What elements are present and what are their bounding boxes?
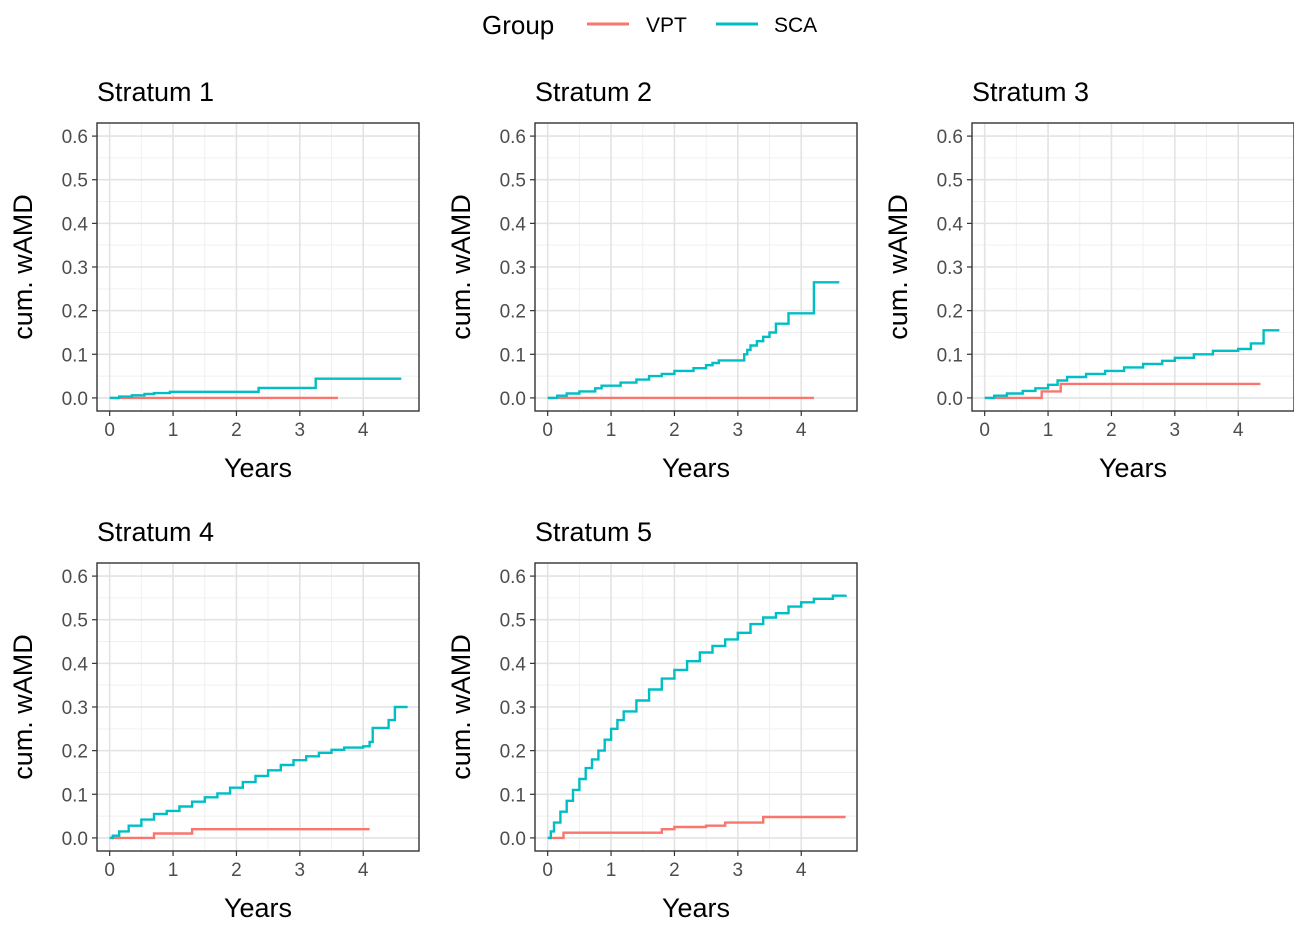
panel-title: Stratum 3: [972, 77, 1089, 107]
x-tick-label: 1: [606, 420, 617, 441]
y-tick-label: 0.4: [62, 654, 89, 675]
y-tick-label: 0.3: [500, 258, 526, 279]
y-axis-title: cum. wAMD: [446, 194, 476, 340]
x-tick-label: 2: [669, 420, 680, 441]
x-tick-label: 3: [733, 860, 744, 881]
x-tick-label: 0: [542, 860, 553, 881]
y-tick-label: 0.3: [500, 698, 526, 719]
y-tick-label: 0.6: [500, 127, 526, 148]
x-tick-label: 3: [1170, 420, 1181, 441]
y-tick-label: 0.5: [500, 171, 526, 192]
series-line-vpt: [109, 828, 370, 840]
panel-stratum-1: Stratum 1 0 1 2 3 4 0.0 0.1 0.2 0.3 0.4 0.5 0.6 Years…: [8, 77, 420, 483]
y-tick-label: 0.0: [500, 829, 526, 850]
panel-title: Stratum 2: [535, 77, 652, 107]
x-axis-title: Years: [224, 893, 292, 923]
panel-stratum-3: Stratum 3 0 1 2 3 4 0.0 0.1 0.2 0.3 0.4 0.5 0.6 Years…: [883, 77, 1294, 483]
series-line-vpt: [547, 815, 846, 840]
x-tick-label: 1: [606, 860, 617, 881]
x-tick-label: 0: [542, 420, 553, 441]
panel-title: Stratum 1: [97, 77, 214, 107]
y-tick-label: 0.4: [500, 214, 527, 235]
y-tick-label: 0.1: [62, 345, 88, 366]
legend-label-sca: SCA: [774, 14, 817, 37]
y-tick-label: 0.5: [937, 171, 963, 192]
y-tick-label: 0.3: [937, 258, 963, 279]
panel-stratum-4: Stratum 4 0 1 2 3 4 0.0 0.1 0.2 0.3 0.4 0.5 0.6 Years…: [8, 517, 420, 923]
series-line-sca: [109, 377, 402, 400]
panel-stratum-5: Stratum 5 0 1 2 3 4 0.0 0.1 0.2 0.3 0.4 0.5 0.6 Years…: [446, 517, 858, 923]
x-tick-label: 2: [231, 420, 242, 441]
x-tick-label: 1: [168, 860, 179, 881]
x-tick-label: 2: [1106, 420, 1117, 441]
y-tick-label: 0.0: [937, 389, 963, 410]
x-tick-label: 0: [979, 420, 990, 441]
y-tick-label: 0.0: [500, 389, 526, 410]
x-tick-label: 4: [796, 860, 807, 881]
x-tick-label: 3: [295, 860, 306, 881]
y-tick-label: 0.5: [62, 171, 88, 192]
y-tick-label: 0.2: [62, 742, 88, 763]
panel-title: Stratum 5: [535, 517, 652, 547]
series-line-sca: [547, 594, 847, 840]
x-tick-label: 3: [733, 420, 744, 441]
x-axis-title: Years: [224, 453, 292, 483]
series-line-sca: [984, 329, 1280, 400]
facet-panels: Stratum 1 0 1 2 3 4 0.0 0.1 0.2 0.3 0.4 0.5 0.6 Years…: [8, 77, 1294, 923]
x-tick-label: 4: [358, 860, 369, 881]
y-axis-title: cum. wAMD: [446, 634, 476, 780]
y-axis-title: cum. wAMD: [883, 194, 913, 340]
y-tick-label: 0.1: [937, 345, 963, 366]
series-line-sca: [109, 705, 408, 840]
x-axis-title: Years: [662, 893, 730, 923]
y-tick-label: 0.5: [62, 611, 88, 632]
y-tick-label: 0.2: [937, 302, 963, 323]
y-tick-label: 0.1: [500, 345, 526, 366]
y-tick-label: 0.0: [62, 829, 88, 850]
panel-stratum-2: Stratum 2 0 1 2 3 4 0.0 0.1 0.2 0.3 0.4 0.5 0.6 Years…: [446, 77, 858, 483]
y-tick-label: 0.1: [500, 785, 526, 806]
y-tick-label: 0.2: [500, 302, 526, 323]
y-tick-label: 0.5: [500, 611, 526, 632]
x-tick-label: 1: [168, 420, 179, 441]
y-tick-label: 0.0: [62, 389, 88, 410]
x-tick-label: 4: [1233, 420, 1244, 441]
legend-title: Group: [482, 10, 554, 40]
series-line-vpt: [984, 382, 1261, 400]
y-tick-label: 0.3: [62, 698, 88, 719]
legend: Group VPT SCA: [482, 10, 817, 40]
x-tick-label: 4: [796, 420, 807, 441]
y-axis-title: cum. wAMD: [8, 634, 38, 780]
y-axis-title: cum. wAMD: [8, 194, 38, 340]
panel-title: Stratum 4: [97, 517, 214, 547]
x-axis-title: Years: [662, 453, 730, 483]
x-tick-label: 3: [295, 420, 306, 441]
y-tick-label: 0.6: [62, 127, 88, 148]
x-axis-title: Years: [1099, 453, 1167, 483]
x-tick-label: 2: [231, 860, 242, 881]
series-line-sca: [547, 281, 840, 400]
y-tick-label: 0.4: [500, 654, 527, 675]
y-tick-label: 0.6: [937, 127, 963, 148]
y-tick-label: 0.4: [62, 214, 89, 235]
y-tick-label: 0.3: [62, 258, 88, 279]
x-tick-label: 0: [104, 420, 115, 441]
y-tick-label: 0.1: [62, 785, 88, 806]
y-tick-label: 0.2: [500, 742, 526, 763]
x-tick-label: 4: [358, 420, 369, 441]
x-tick-label: 2: [669, 860, 680, 881]
y-tick-label: 0.2: [62, 302, 88, 323]
y-tick-label: 0.6: [62, 567, 88, 588]
x-tick-label: 0: [104, 860, 115, 881]
x-tick-label: 1: [1043, 420, 1054, 441]
y-tick-label: 0.4: [937, 214, 964, 235]
legend-label-vpt: VPT: [646, 14, 687, 37]
y-tick-label: 0.6: [500, 567, 526, 588]
